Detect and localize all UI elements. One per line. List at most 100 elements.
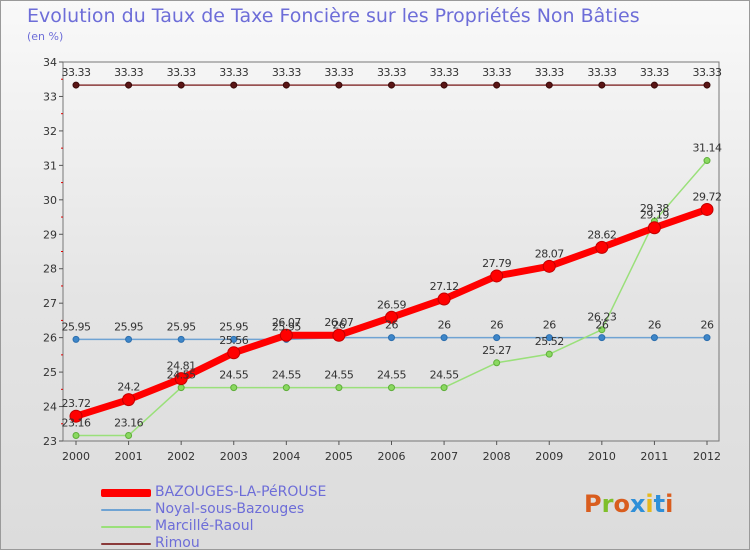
- data-label: 29.72: [693, 190, 722, 203]
- data-point: [385, 310, 398, 324]
- data-label: 24.81: [167, 360, 196, 373]
- data-label: 25.95: [114, 320, 143, 333]
- data-label: 24.2: [117, 381, 140, 394]
- data-label: 25.95: [167, 320, 196, 333]
- logo-letter: t: [653, 490, 666, 518]
- data-point: [72, 335, 80, 343]
- y-tick-label: 29: [43, 228, 57, 241]
- data-label: 33.33: [324, 66, 353, 79]
- data-point: [545, 350, 553, 358]
- x-tick-label: 2012: [693, 450, 721, 463]
- data-label: 26: [543, 319, 556, 332]
- data-label: 33.33: [535, 66, 564, 79]
- data-label: 33.33: [219, 66, 248, 79]
- legend-label: BAZOUGES-LA-PéROUSE: [155, 484, 327, 500]
- data-point: [598, 326, 606, 334]
- x-tick-label: 2002: [167, 450, 195, 463]
- data-label: 24.55: [430, 369, 459, 382]
- y-tick-label: 27: [43, 297, 57, 310]
- data-label: 27.79: [482, 257, 511, 270]
- data-point: [598, 334, 606, 342]
- data-point: [490, 269, 504, 283]
- data-point: [440, 334, 448, 342]
- data-label: 24.55: [377, 369, 406, 382]
- x-tick-label: 2008: [483, 450, 511, 463]
- data-label: 26: [595, 319, 608, 332]
- legend-swatch: [101, 526, 151, 528]
- y-tick-label: 32: [43, 125, 57, 138]
- legend-label: Noyal-sous-Bazouges: [155, 501, 305, 517]
- data-label: 25.56: [219, 334, 248, 347]
- proxiti-logo: Proxiti: [584, 490, 673, 518]
- logo-letter: o: [613, 490, 630, 518]
- data-label: 27.12: [430, 280, 459, 293]
- data-label: 29.19: [640, 209, 669, 222]
- data-point: [122, 393, 136, 407]
- y-tick-label: 26: [43, 332, 57, 345]
- data-label: 24.55: [324, 369, 353, 382]
- data-label: 28.07: [535, 247, 564, 260]
- data-label: 24.55: [219, 369, 248, 382]
- data-label: 26: [490, 319, 503, 332]
- x-tick-label: 2004: [272, 450, 300, 463]
- data-point: [647, 221, 661, 235]
- y-tick-label: 25: [43, 366, 57, 379]
- data-point: [282, 384, 290, 392]
- data-point: [230, 384, 238, 392]
- legend-swatch: [101, 489, 151, 497]
- data-label: 33.33: [114, 66, 143, 79]
- data-point: [177, 81, 185, 89]
- data-point: [437, 292, 451, 306]
- y-tick-label: 31: [43, 159, 57, 172]
- x-tick-label: 2011: [640, 450, 668, 463]
- data-point: [279, 328, 293, 342]
- data-label: 26: [701, 319, 714, 332]
- data-point: [545, 81, 553, 89]
- data-point: [230, 335, 238, 343]
- data-label: 25.27: [482, 344, 511, 357]
- data-label: 26.59: [377, 298, 406, 311]
- data-point: [493, 334, 501, 342]
- data-point: [703, 81, 711, 89]
- data-label: 25.95: [219, 320, 248, 333]
- data-label: 25.95: [62, 320, 91, 333]
- data-point: [700, 202, 714, 216]
- legend-swatch: [101, 509, 151, 511]
- data-label: 33.33: [587, 66, 616, 79]
- x-tick-label: 2009: [535, 450, 563, 463]
- data-point: [545, 334, 553, 342]
- data-label: 25.95: [272, 320, 301, 333]
- data-label: 33.33: [272, 66, 301, 79]
- y-tick-label: 24: [43, 401, 57, 414]
- logo-letter: P: [584, 490, 602, 518]
- data-label: 28.62: [587, 228, 616, 241]
- data-point: [542, 259, 556, 273]
- data-label: 26: [438, 319, 451, 332]
- data-label: 31.14: [693, 142, 722, 155]
- logo-letter: i: [665, 490, 674, 518]
- data-point: [335, 384, 343, 392]
- data-label: 23.16: [114, 416, 143, 429]
- data-point: [332, 328, 346, 342]
- data-point: [177, 335, 185, 343]
- logo-letter: i: [645, 490, 654, 518]
- data-label: 26.07: [272, 316, 301, 329]
- data-label: 25.52: [535, 335, 564, 348]
- data-point: [227, 346, 241, 360]
- data-point: [598, 81, 606, 89]
- data-label: 26.07: [324, 316, 353, 329]
- data-point: [69, 409, 83, 423]
- x-tick-label: 2001: [115, 450, 143, 463]
- data-label: 33.33: [430, 66, 459, 79]
- data-label: 33.33: [693, 66, 722, 79]
- data-label: 29.38: [640, 202, 669, 215]
- chart-title: Evolution du Taux de Taxe Foncière sur l…: [27, 5, 640, 27]
- x-tick-label: 2007: [430, 450, 458, 463]
- data-point: [388, 334, 395, 342]
- data-point: [703, 157, 711, 165]
- x-tick-label: 2010: [588, 450, 616, 463]
- legend-label: Marcillé-Raoul: [155, 518, 254, 534]
- x-tick-label: 2003: [220, 450, 248, 463]
- data-point: [72, 81, 80, 89]
